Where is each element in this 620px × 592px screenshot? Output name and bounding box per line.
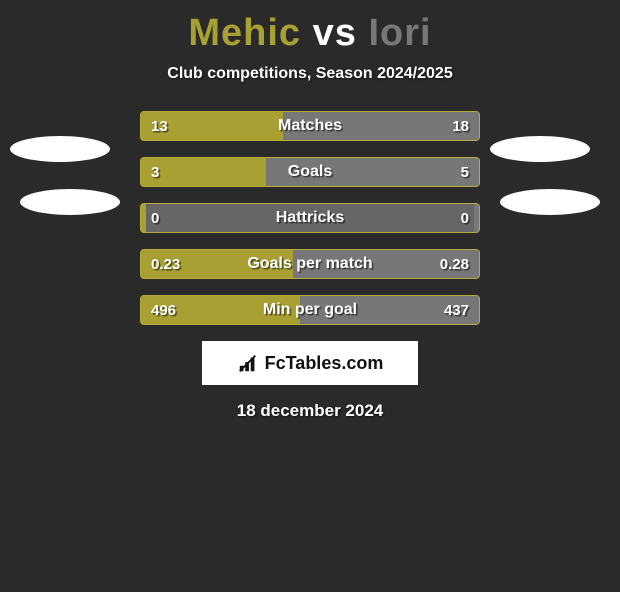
title-player-left: Mehic — [188, 12, 301, 54]
stat-fill-right — [283, 112, 479, 140]
stat-value-left: 0 — [151, 204, 159, 232]
stat-row: Goals35 — [140, 157, 480, 187]
title-vs: vs — [313, 12, 357, 54]
stat-fill-left — [141, 250, 293, 278]
stat-row: Min per goal496437 — [140, 295, 480, 325]
stat-row: Matches1318 — [140, 111, 480, 141]
stat-fill-right — [300, 296, 479, 324]
stat-bar: Matches1318 — [140, 111, 480, 141]
decorative-ellipse — [500, 189, 600, 215]
stat-fill-right — [293, 250, 479, 278]
logo-box[interactable]: FcTables.com — [202, 341, 418, 385]
stat-bar: Goals per match0.230.28 — [140, 249, 480, 279]
decorative-ellipse — [10, 136, 110, 162]
stat-bar: Goals35 — [140, 157, 480, 187]
stat-fill-right — [266, 158, 479, 186]
decorative-ellipse — [490, 136, 590, 162]
stat-row: Goals per match0.230.28 — [140, 249, 480, 279]
subtitle: Club competitions, Season 2024/2025 — [0, 65, 620, 83]
date-text: 18 december 2024 — [0, 401, 620, 421]
stat-fill-left — [141, 204, 146, 232]
stat-label: Hattricks — [141, 204, 479, 232]
logo-text: FcTables.com — [265, 353, 384, 374]
decorative-ellipse — [20, 189, 120, 215]
stat-row: Hattricks0 0 — [140, 203, 480, 233]
stat-fill-left — [141, 296, 300, 324]
title-player-right: Iori — [368, 12, 431, 54]
stat-value-right: 0 — [461, 204, 469, 232]
stat-fill-left — [141, 158, 266, 186]
stat-bar: Hattricks0 0 — [140, 203, 480, 233]
bars-icon — [237, 352, 259, 374]
stat-fill-left — [141, 112, 283, 140]
stat-bar: Min per goal496437 — [140, 295, 480, 325]
stat-fill-right — [474, 204, 479, 232]
page-title: Mehic vs Iori — [0, 12, 620, 55]
